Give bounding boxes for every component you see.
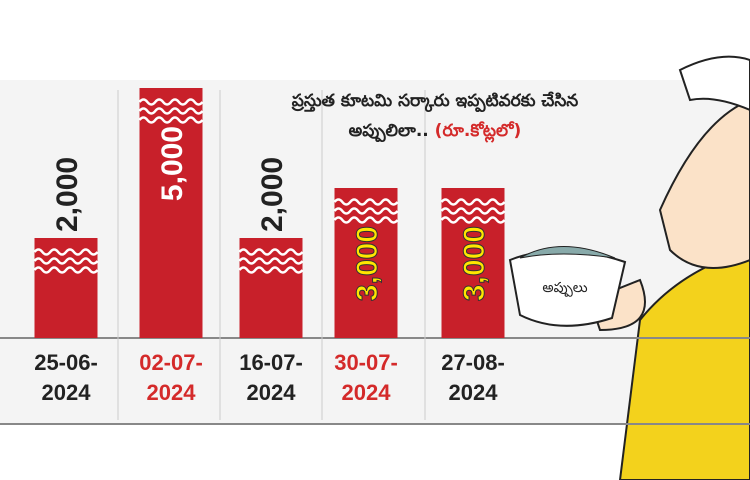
wave [238, 257, 304, 265]
wave [333, 198, 399, 206]
x-tick-label: 25-06-2024 [34, 350, 98, 405]
title-block: ప్రస్తుత కూటమి సర్కారు ఇప్పటివరకు చేసిన … [270, 86, 600, 146]
wave [33, 257, 99, 265]
wave [238, 266, 304, 274]
wave [440, 216, 506, 224]
wave [33, 248, 99, 256]
wave [440, 207, 506, 215]
x-tick-label: 27-08-2024 [441, 350, 505, 405]
x-tick-label: 02-07-2024 [139, 350, 203, 405]
cartoon [508, 55, 750, 480]
wave [238, 248, 304, 256]
wave [333, 207, 399, 215]
bowl-label: అప్పులు [542, 280, 587, 297]
x-tick-label: 30-07-2024 [334, 350, 398, 405]
wave [333, 216, 399, 224]
value-label: 2,000 [51, 157, 84, 232]
wave [138, 107, 204, 115]
subtitle: (రూ.కోట్లలో) [434, 121, 522, 141]
value-label: 5,000 [156, 126, 189, 201]
x-tick-label: 16-07-2024 [239, 350, 303, 405]
wave [138, 116, 204, 124]
wave [138, 98, 204, 106]
value-label: 2,000 [256, 157, 289, 232]
value-label: 3,000 [458, 226, 491, 301]
bar [139, 88, 203, 338]
wave [33, 266, 99, 274]
title: ప్రస్తుత కూటమి సర్కారు ఇప్పటివరకు చేసిన … [291, 91, 579, 141]
value-label: 3,000 [351, 226, 384, 301]
wave [440, 198, 506, 206]
